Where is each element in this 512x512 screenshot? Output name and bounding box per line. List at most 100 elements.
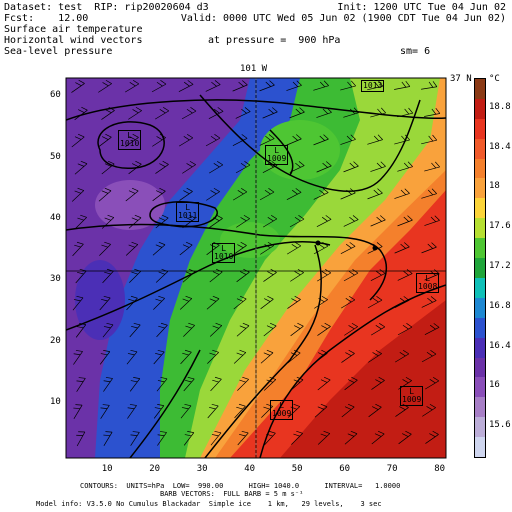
y-tick-label: 20 [50, 335, 61, 346]
wind-barb [156, 322, 168, 338]
wind-barb [340, 295, 356, 309]
wind-barb [394, 242, 410, 254]
wind-barb [209, 268, 223, 283]
wind-barb [129, 322, 141, 338]
pressure-center-letter: L [425, 274, 431, 283]
wind-barb [210, 376, 222, 392]
colorbar-label: 18 [489, 181, 500, 192]
pressure-center-label: L 1009 [265, 145, 289, 165]
wind-barb [237, 376, 249, 391]
colorbar-segment [475, 377, 485, 398]
parallel-label: 37 N [450, 74, 472, 84]
colorbar-segment [475, 218, 485, 239]
wind-barb [179, 295, 193, 310]
pressure-level: at pressure = 900 hPa [208, 35, 341, 46]
contour-line [66, 241, 331, 331]
colorbar-label: 16.8 [489, 300, 511, 311]
wind-barb [232, 80, 248, 92]
contour-info: CONTOURS: UNITS=hPa LOW= 990.00 HIGH= 10… [80, 482, 401, 490]
colorbar-segment [475, 98, 485, 120]
pressure-center-label: L 1009 [270, 400, 294, 420]
station-dot [372, 245, 378, 251]
meridian-label: 101 W [240, 64, 268, 74]
wind-barb [313, 134, 329, 146]
field-label-wind: Horizontal wind vectors [4, 35, 143, 46]
wind-barb [370, 322, 386, 336]
wind-barb [291, 430, 303, 445]
wind-barb [76, 377, 86, 392]
colorbar-label: 17.2 [489, 261, 511, 271]
wind-barb [154, 106, 170, 120]
wind-barb [155, 214, 169, 229]
wind-barb [130, 431, 140, 446]
colorbar-unit: °C [489, 74, 500, 84]
pressure-center-value: 1009 [272, 409, 292, 418]
wind-barb [421, 188, 437, 199]
pressure-center-value: 1011 [178, 211, 198, 220]
wind-barb [156, 376, 168, 392]
pressure-center-label: L 1009 [400, 386, 424, 406]
wind-barb [183, 322, 195, 337]
smoothing-label: sm= 6 [400, 46, 431, 57]
wind-barb [178, 80, 194, 92]
x-tick-label: 30 [196, 464, 208, 474]
colorbar-segment [475, 337, 485, 359]
wind-barb [424, 215, 440, 226]
wind-barb [397, 269, 413, 281]
contour-line [129, 349, 201, 458]
wind-barb [128, 214, 142, 229]
wind-barb [153, 349, 165, 365]
wind-barb [367, 80, 384, 91]
wind-barb [73, 404, 83, 420]
wind-barb [155, 160, 169, 174]
pressure-center-label: L 1010 [212, 243, 236, 263]
station-dot [315, 240, 321, 246]
wind-barb [313, 188, 329, 200]
wind-barb [344, 430, 358, 445]
x-tick-label: 80 [434, 464, 446, 474]
wind-barb [98, 79, 112, 93]
x-tick-label: 70 [386, 464, 398, 474]
colorbar-label: 15.6 [489, 420, 511, 431]
contour-line [66, 99, 446, 121]
wind-barb [424, 376, 440, 390]
temperature-field [66, 78, 446, 458]
colorbar-segment [475, 317, 485, 339]
wind-barb [152, 241, 166, 256]
wind-barb [235, 161, 251, 174]
wind-barb [397, 323, 413, 336]
pressure-center-letter: L [279, 401, 285, 410]
wind-barb [75, 214, 87, 229]
wind-barb [260, 349, 274, 364]
wind-barb [178, 133, 194, 147]
wind-barb [180, 403, 192, 419]
wind-barb [102, 322, 114, 338]
x-tick-label: 10 [101, 464, 113, 474]
colorbar-segment [475, 79, 485, 100]
wind-barb [235, 107, 251, 119]
wind-barb [206, 295, 220, 310]
wind-barb [397, 215, 413, 227]
wind-barb [394, 80, 411, 90]
wind-barb [98, 133, 112, 148]
y-tick-label: 10 [50, 396, 61, 407]
barb-info: BARB VECTORS: FULL BARB = 5 m s⁻¹ [160, 490, 304, 498]
y-tick-label: 50 [50, 151, 61, 162]
wind-barb [262, 107, 278, 119]
wind-barb [421, 134, 438, 145]
contour-line [149, 201, 218, 228]
wind-barb [233, 241, 247, 255]
wind-barb [371, 376, 385, 390]
wind-barb [370, 107, 386, 118]
wind-barb [73, 350, 83, 365]
x-tick-label: 20 [149, 464, 161, 474]
wind-barb [71, 133, 85, 148]
pressure-center-label: 1013 [361, 80, 385, 92]
wind-barb [129, 377, 141, 392]
wind-barb [207, 403, 219, 419]
colorbar-label: 18.4 [489, 141, 511, 152]
fcst-line: Fcst: 12.00 [4, 13, 89, 24]
wind-barb [343, 215, 359, 227]
wind-barb [208, 107, 224, 119]
pressure-center-letter: L [221, 244, 227, 253]
